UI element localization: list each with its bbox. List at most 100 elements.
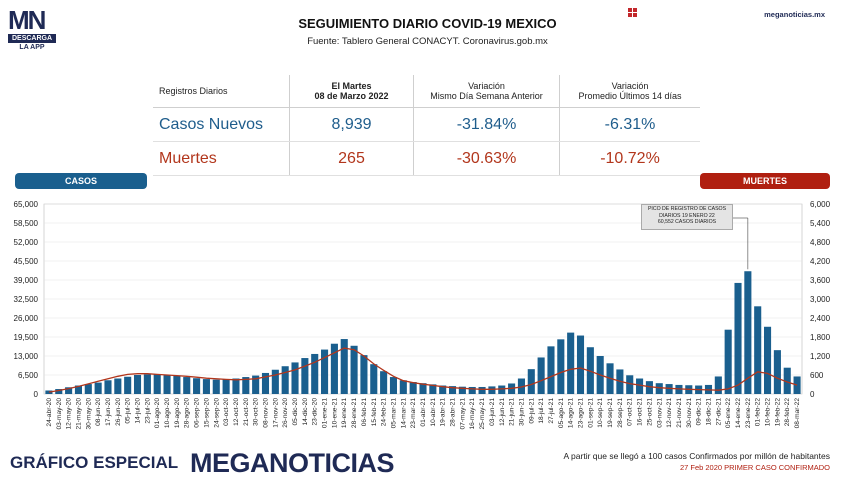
- x-tick-label: 26-jun-20: [115, 398, 122, 426]
- x-tick-label: 08-nov-20: [263, 398, 270, 428]
- line-muertes: [48, 347, 798, 393]
- x-tick-label: 14-ago-21: [568, 398, 575, 428]
- bar-casos: [74, 385, 82, 394]
- x-tick-label: 23-dic-20: [312, 398, 319, 426]
- x-tick-label: 27-jul-21: [548, 398, 555, 424]
- x-tick-label: 28-ago-20: [184, 398, 191, 428]
- x-tick-label: 10-sep-21: [597, 398, 604, 428]
- x-tick-label: 01-feb-22: [755, 398, 762, 427]
- bar-casos: [458, 386, 466, 394]
- x-tick-label: 30-nov-21: [686, 398, 693, 428]
- bar-casos: [193, 378, 201, 394]
- logo-descarga: DESCARGA: [8, 34, 56, 43]
- bar-casos: [301, 358, 309, 394]
- x-tick-label: 23-jul-20: [144, 398, 151, 424]
- y-tick-right: 600: [810, 371, 824, 380]
- x-tick-label: 12-jun-21: [499, 398, 506, 426]
- bar-casos: [724, 329, 732, 394]
- x-tick-label: 28-ene-21: [351, 398, 358, 428]
- x-tick-label: 14-mar-21: [400, 398, 407, 429]
- x-tick-label: 14-dic-20: [302, 398, 309, 426]
- x-tick-label: 23-mar-21: [410, 398, 417, 429]
- x-tick-label: 14-jul-20: [135, 398, 142, 424]
- bar-casos: [114, 378, 122, 394]
- grid-icon[interactable]: [628, 8, 637, 17]
- x-tick-label: 05-jul-20: [125, 398, 132, 424]
- meganoticias-logo[interactable]: MN DESCARGA LA APP: [8, 5, 56, 52]
- bar-casos: [527, 369, 535, 394]
- x-tick-label: 16-oct-21: [637, 398, 644, 426]
- bar-casos: [340, 339, 348, 394]
- x-tick-label: 01-ene-21: [322, 398, 329, 428]
- y-tick-right: 1,200: [810, 352, 831, 361]
- footer-first-case: 27 Feb 2020 PRIMER CASO CONFIRMADO: [679, 463, 830, 472]
- x-tick-label: 18-dic-21: [706, 398, 713, 426]
- bar-casos: [409, 382, 417, 394]
- bar-casos: [744, 271, 752, 394]
- bar-casos: [350, 345, 358, 394]
- x-tick-label: 19-abr-21: [440, 398, 447, 427]
- bar-casos: [124, 376, 132, 394]
- bar-casos: [271, 369, 279, 394]
- x-tick-label: 21-nov-21: [676, 398, 683, 428]
- header-var-avg: Variación Promedio Últimos 14 días: [559, 75, 700, 108]
- x-tick-label: 12-nov-21: [666, 398, 673, 428]
- x-tick-label: 10-ene-21: [331, 398, 338, 428]
- x-tick-label: 24-feb-21: [381, 398, 388, 427]
- bar-casos: [547, 346, 555, 394]
- y-tick-right: 1,800: [810, 333, 831, 342]
- y-tick-left: 6,500: [18, 371, 39, 380]
- bar-casos: [45, 390, 53, 394]
- bar-casos: [419, 383, 427, 394]
- table-row-muertes: Muertes 265 -30.63% -10.72%: [153, 141, 700, 176]
- bar-casos: [557, 339, 565, 394]
- footer-brand: MEGANOTICIAS: [190, 448, 395, 478]
- bar-casos: [429, 384, 437, 394]
- bar-casos: [754, 306, 762, 394]
- y-tick-right: 5,400: [810, 219, 831, 228]
- y-tick-left: 0: [34, 390, 39, 399]
- bar-casos: [793, 376, 801, 394]
- bar-casos: [242, 377, 250, 394]
- y-tick-right: 0: [810, 390, 815, 399]
- x-tick-label: 24-abr-20: [46, 398, 53, 427]
- x-tick-label: 28-feb-22: [784, 398, 791, 427]
- bar-casos: [537, 357, 545, 394]
- row-var-avg: -10.72%: [559, 141, 700, 176]
- table-row-casos: Casos Nuevos 8,939 -31.84% -6.31%: [153, 107, 700, 142]
- bar-casos: [783, 367, 791, 394]
- bar-casos: [104, 380, 112, 394]
- bar-casos: [84, 384, 92, 394]
- x-tick-label: 05-mar-21: [391, 398, 398, 429]
- bar-casos: [143, 374, 151, 394]
- bar-casos: [65, 387, 73, 394]
- logo-mn: MN: [8, 5, 46, 35]
- x-tick-label: 24-sep-20: [213, 398, 220, 428]
- y-tick-right: 3,600: [810, 276, 831, 285]
- x-tick-label: 18-jul-21: [538, 398, 545, 424]
- bar-casos: [222, 379, 230, 394]
- y-tick-right: 6,000: [810, 200, 831, 209]
- x-tick-label: 16-may-21: [469, 398, 476, 430]
- table-header-row: Registros Diarios El Martes 08 de Marzo 2…: [153, 75, 700, 108]
- x-tick-label: 06-feb-21: [361, 398, 368, 427]
- row-var-avg: -6.31%: [559, 107, 700, 142]
- stats-table: Registros Diarios El Martes 08 de Marzo 2…: [153, 75, 700, 176]
- bar-casos: [380, 371, 388, 394]
- bar-casos: [183, 377, 191, 394]
- y-tick-left: 19,500: [14, 333, 39, 342]
- site-link[interactable]: meganoticias.mx: [764, 10, 825, 19]
- x-tick-label: 21-oct-20: [243, 398, 250, 426]
- y-tick-right: 3,000: [810, 295, 831, 304]
- footer-label: GRÁFICO ESPECIAL: [10, 453, 179, 472]
- x-tick-label: 01-sep-21: [587, 398, 594, 428]
- bar-casos: [439, 385, 447, 394]
- x-tick-label: 12-may-20: [66, 398, 73, 430]
- header-var-week: Variación Mismo Día Semana Anterior: [413, 75, 560, 108]
- bar-casos: [576, 335, 585, 394]
- y-tick-left: 65,000: [14, 200, 39, 209]
- x-tick-label: 05-dic-20: [292, 398, 299, 426]
- x-tick-label: 09-dic-21: [696, 398, 703, 426]
- x-tick-label: 12-oct-20: [233, 398, 240, 426]
- x-tick-label: 30-jun-21: [518, 398, 525, 426]
